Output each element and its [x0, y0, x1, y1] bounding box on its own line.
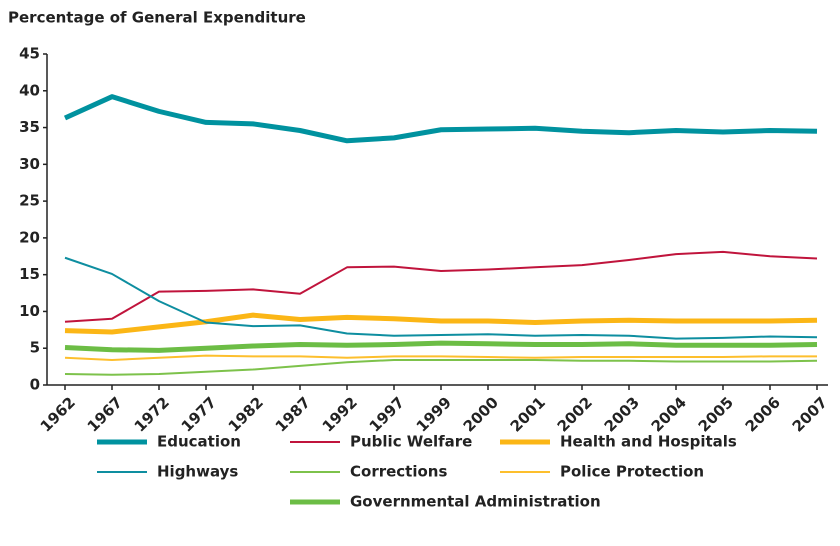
y-tick-label: 15	[19, 265, 40, 283]
y-tick-label: 5	[30, 339, 40, 357]
x-tick-label: 2000	[460, 393, 502, 435]
x-tick-label: 1982	[225, 393, 267, 435]
x-tick-label: 1962	[37, 393, 79, 435]
x-tick-label: 1967	[84, 393, 126, 435]
legend-label: Highways	[157, 463, 238, 481]
x-tick-label: 1992	[319, 393, 361, 435]
x-tick-label: 1997	[366, 393, 408, 435]
y-tick-label: 45	[19, 45, 40, 63]
y-tick-label: 20	[19, 228, 40, 246]
series-line	[64, 358, 818, 376]
series-line	[64, 250, 818, 323]
legend-label: Corrections	[350, 463, 447, 481]
legend-label: Governmental Administration	[350, 493, 601, 511]
legend-label: Public Welfare	[350, 433, 472, 451]
y-tick-label: 30	[19, 155, 40, 173]
legend-label: Education	[157, 433, 241, 451]
chart-title: Percentage of General Expenditure	[8, 9, 306, 27]
x-tick-label: 2003	[601, 393, 643, 435]
y-tick-label: 10	[19, 302, 40, 320]
x-tick-label: 1999	[413, 393, 455, 435]
y-tick-label: 25	[19, 192, 40, 210]
y-tick-label: 35	[19, 118, 40, 136]
x-tick-label: 1972	[131, 393, 173, 435]
x-tick-label: 1987	[272, 393, 314, 435]
y-tick-label: 40	[19, 81, 40, 99]
y-tick-label: 0	[30, 376, 40, 394]
series-line	[64, 354, 817, 361]
legend-label: Police Protection	[560, 463, 704, 481]
series-line	[64, 312, 818, 335]
series-line	[64, 256, 818, 340]
x-tick-label: 2006	[742, 393, 784, 435]
x-tick-label: 2002	[554, 393, 596, 435]
x-tick-label: 2004	[648, 393, 690, 435]
x-tick-label: 2005	[695, 393, 737, 435]
legend-label: Health and Hospitals	[560, 433, 737, 451]
x-tick-label: 2001	[507, 393, 549, 435]
series-line	[63, 94, 818, 144]
x-tick-label: 2007	[789, 393, 831, 435]
series-line	[64, 340, 818, 353]
x-tick-label: 1977	[178, 393, 220, 435]
